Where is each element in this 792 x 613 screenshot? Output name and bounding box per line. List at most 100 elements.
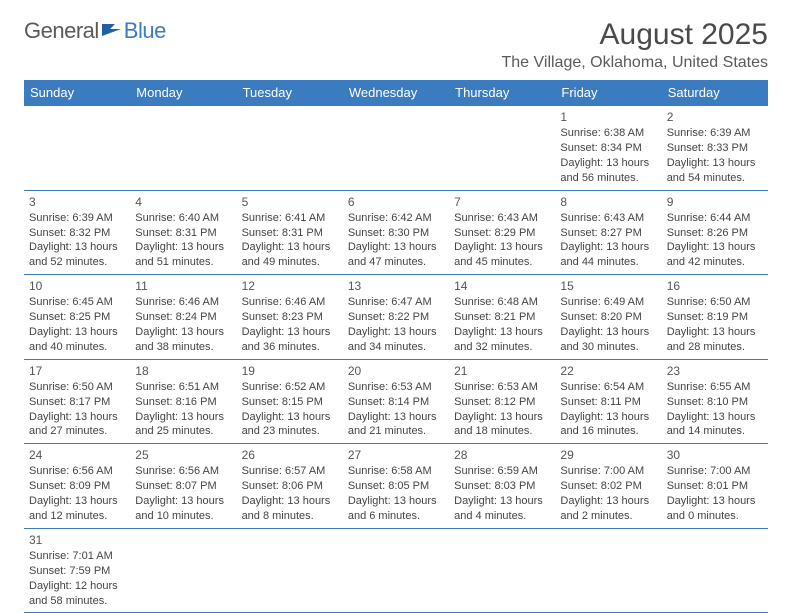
sunset-text: Sunset: 8:25 PM [29,310,125,325]
sunrise-text: Sunrise: 6:51 AM [135,380,231,395]
sunrise-text: Sunrise: 6:53 AM [348,380,444,395]
day-number: 25 [135,447,231,463]
sunrise-text: Sunrise: 6:56 AM [29,464,125,479]
daylight-text: Daylight: 13 hours and 25 minutes. [135,410,231,440]
sunrise-text: Sunrise: 6:41 AM [242,211,338,226]
daylight-text: Daylight: 13 hours and 54 minutes. [667,156,763,186]
daylight-text: Daylight: 13 hours and 27 minutes. [29,410,125,440]
day-number: 7 [454,194,550,210]
calendar-empty-cell [237,106,343,191]
day-number: 29 [560,447,656,463]
daylight-text: Daylight: 13 hours and 23 minutes. [242,410,338,440]
calendar-day-cell: 22Sunrise: 6:54 AMSunset: 8:11 PMDayligh… [555,359,661,444]
daylight-text: Daylight: 13 hours and 10 minutes. [135,494,231,524]
sunset-text: Sunset: 8:10 PM [667,395,763,410]
daylight-text: Daylight: 13 hours and 42 minutes. [667,240,763,270]
sunset-text: Sunset: 8:11 PM [560,395,656,410]
day-header: Tuesday [237,80,343,106]
calendar-empty-cell [130,528,236,613]
day-number: 13 [348,278,444,294]
daylight-text: Daylight: 12 hours and 58 minutes. [29,579,125,609]
sunrise-text: Sunrise: 6:55 AM [667,380,763,395]
sunrise-text: Sunrise: 6:42 AM [348,211,444,226]
sunrise-text: Sunrise: 7:01 AM [29,549,125,564]
day-number: 8 [560,194,656,210]
day-number: 17 [29,363,125,379]
sunrise-text: Sunrise: 6:46 AM [135,295,231,310]
day-header: Friday [555,80,661,106]
day-number: 22 [560,363,656,379]
calendar-empty-cell [662,528,768,613]
sunset-text: Sunset: 8:05 PM [348,479,444,494]
sunrise-text: Sunrise: 6:52 AM [242,380,338,395]
sunrise-text: Sunrise: 6:49 AM [560,295,656,310]
calendar-day-cell: 16Sunrise: 6:50 AMSunset: 8:19 PMDayligh… [662,275,768,360]
daylight-text: Daylight: 13 hours and 32 minutes. [454,325,550,355]
calendar-day-cell: 27Sunrise: 6:58 AMSunset: 8:05 PMDayligh… [343,444,449,529]
daylight-text: Daylight: 13 hours and 40 minutes. [29,325,125,355]
calendar-day-cell: 25Sunrise: 6:56 AMSunset: 8:07 PMDayligh… [130,444,236,529]
daylight-text: Daylight: 13 hours and 2 minutes. [560,494,656,524]
sunrise-text: Sunrise: 6:39 AM [29,211,125,226]
sunset-text: Sunset: 8:27 PM [560,226,656,241]
calendar-day-cell: 11Sunrise: 6:46 AMSunset: 8:24 PMDayligh… [130,275,236,360]
sunset-text: Sunset: 8:20 PM [560,310,656,325]
day-number: 27 [348,447,444,463]
sunset-text: Sunset: 8:21 PM [454,310,550,325]
month-title: August 2025 [501,18,768,52]
daylight-text: Daylight: 13 hours and 14 minutes. [667,410,763,440]
sunset-text: Sunset: 8:17 PM [29,395,125,410]
sunrise-text: Sunrise: 6:39 AM [667,126,763,141]
daylight-text: Daylight: 13 hours and 49 minutes. [242,240,338,270]
daylight-text: Daylight: 13 hours and 45 minutes. [454,240,550,270]
sunset-text: Sunset: 8:09 PM [29,479,125,494]
daylight-text: Daylight: 13 hours and 16 minutes. [560,410,656,440]
calendar-week-row: 17Sunrise: 6:50 AMSunset: 8:17 PMDayligh… [24,359,768,444]
calendar-header-row: SundayMondayTuesdayWednesdayThursdayFrid… [24,80,768,106]
calendar-day-cell: 4Sunrise: 6:40 AMSunset: 8:31 PMDaylight… [130,190,236,275]
day-number: 3 [29,194,125,210]
sunrise-text: Sunrise: 7:00 AM [667,464,763,479]
daylight-text: Daylight: 13 hours and 30 minutes. [560,325,656,355]
calendar-day-cell: 6Sunrise: 6:42 AMSunset: 8:30 PMDaylight… [343,190,449,275]
calendar-empty-cell [130,106,236,191]
calendar-day-cell: 9Sunrise: 6:44 AMSunset: 8:26 PMDaylight… [662,190,768,275]
daylight-text: Daylight: 13 hours and 28 minutes. [667,325,763,355]
sunrise-text: Sunrise: 6:48 AM [454,295,550,310]
day-header: Sunday [24,80,130,106]
calendar-day-cell: 21Sunrise: 6:53 AMSunset: 8:12 PMDayligh… [449,359,555,444]
daylight-text: Daylight: 13 hours and 18 minutes. [454,410,550,440]
calendar-day-cell: 23Sunrise: 6:55 AMSunset: 8:10 PMDayligh… [662,359,768,444]
day-number: 16 [667,278,763,294]
calendar-day-cell: 28Sunrise: 6:59 AMSunset: 8:03 PMDayligh… [449,444,555,529]
logo-text-blue: Blue [124,18,166,44]
day-number: 19 [242,363,338,379]
calendar-week-row: 1Sunrise: 6:38 AMSunset: 8:34 PMDaylight… [24,106,768,191]
sunrise-text: Sunrise: 7:00 AM [560,464,656,479]
calendar-empty-cell [24,106,130,191]
sunset-text: Sunset: 8:01 PM [667,479,763,494]
daylight-text: Daylight: 13 hours and 34 minutes. [348,325,444,355]
sunset-text: Sunset: 8:33 PM [667,141,763,156]
calendar-empty-cell [343,528,449,613]
sunrise-text: Sunrise: 6:45 AM [29,295,125,310]
day-number: 15 [560,278,656,294]
sunset-text: Sunset: 8:14 PM [348,395,444,410]
sunset-text: Sunset: 8:30 PM [348,226,444,241]
day-number: 28 [454,447,550,463]
calendar-day-cell: 29Sunrise: 7:00 AMSunset: 8:02 PMDayligh… [555,444,661,529]
daylight-text: Daylight: 13 hours and 4 minutes. [454,494,550,524]
calendar-day-cell: 13Sunrise: 6:47 AMSunset: 8:22 PMDayligh… [343,275,449,360]
calendar-body: 1Sunrise: 6:38 AMSunset: 8:34 PMDaylight… [24,106,768,613]
sunset-text: Sunset: 8:12 PM [454,395,550,410]
flag-icon [101,18,123,44]
daylight-text: Daylight: 13 hours and 36 minutes. [242,325,338,355]
day-number: 2 [667,109,763,125]
sunset-text: Sunset: 8:02 PM [560,479,656,494]
calendar-day-cell: 17Sunrise: 6:50 AMSunset: 8:17 PMDayligh… [24,359,130,444]
logo-text-general: General [24,18,99,44]
header: General Blue August 2025 The Village, Ok… [24,18,768,72]
day-number: 1 [560,109,656,125]
day-number: 11 [135,278,231,294]
sunrise-text: Sunrise: 6:53 AM [454,380,550,395]
